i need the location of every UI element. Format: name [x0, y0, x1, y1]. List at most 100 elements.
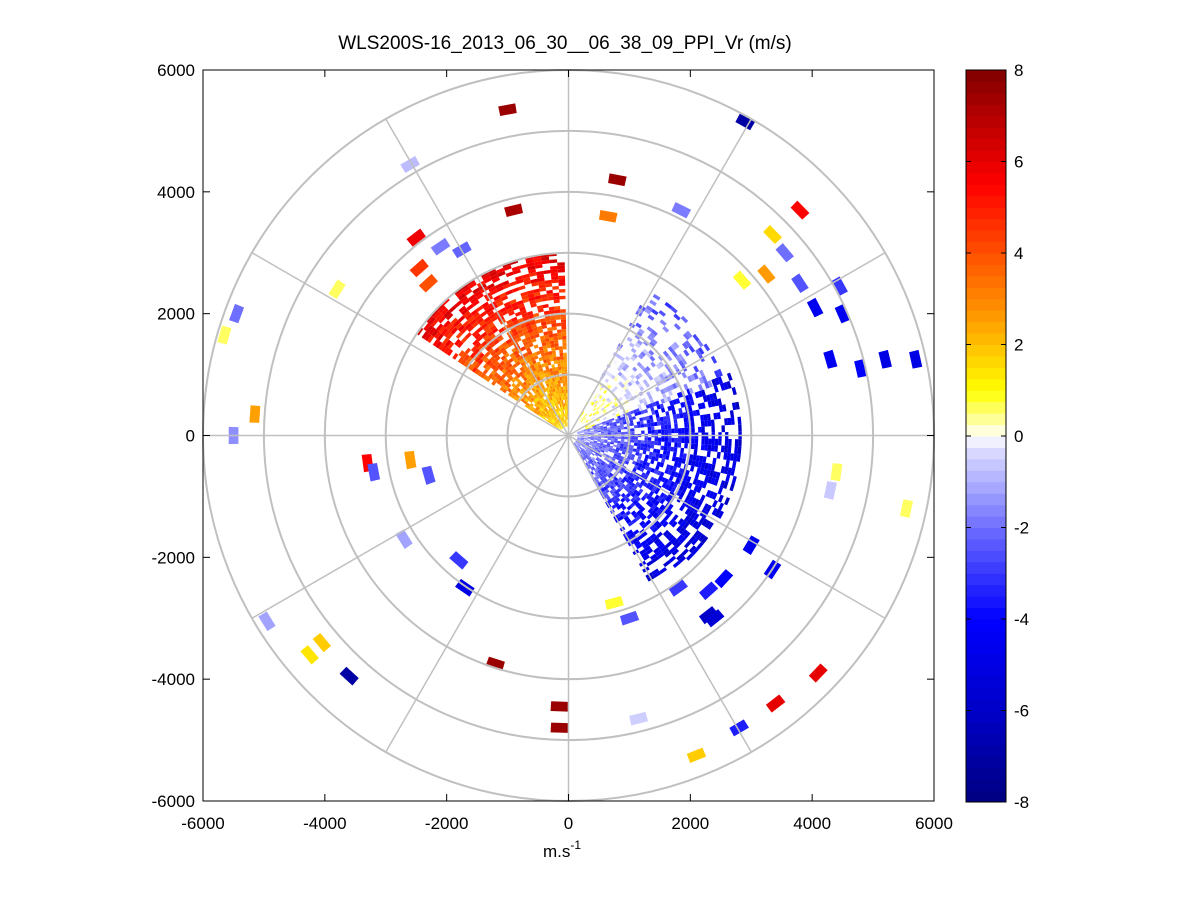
range-gate	[549, 392, 554, 397]
range-gate	[681, 427, 685, 434]
range-gate	[649, 398, 655, 404]
range-gate	[545, 317, 551, 322]
range-gate	[521, 369, 527, 375]
range-gate	[611, 450, 616, 454]
range-gate	[677, 353, 684, 361]
range-gate	[516, 278, 524, 285]
range-gate	[620, 468, 626, 473]
scattered-gate	[229, 303, 245, 324]
range-gate	[455, 322, 463, 330]
range-gate	[670, 306, 678, 314]
range-gate	[702, 468, 708, 476]
range-gate	[651, 487, 657, 493]
range-gate	[666, 385, 672, 392]
range-gate	[509, 352, 516, 358]
range-gate	[471, 330, 479, 337]
range-gate	[556, 412, 559, 416]
range-gate	[701, 462, 706, 469]
range-gate	[737, 446, 742, 455]
range-gate	[596, 461, 601, 465]
range-gate	[551, 411, 555, 415]
range-gate	[602, 469, 607, 474]
range-gate	[702, 395, 708, 403]
range-gate	[663, 514, 670, 522]
range-gate	[585, 427, 589, 430]
range-gate	[704, 444, 709, 451]
range-gate	[617, 460, 622, 465]
range-gate	[584, 431, 588, 434]
range-gate	[644, 440, 648, 445]
range-gate	[668, 518, 675, 526]
range-gate	[599, 463, 604, 468]
range-gate	[636, 331, 643, 338]
range-gate	[561, 410, 564, 414]
range-gate	[471, 299, 480, 307]
range-gate	[611, 492, 617, 497]
range-gate	[627, 453, 632, 457]
range-gate	[564, 423, 566, 427]
range-gate	[645, 519, 652, 526]
range-gate	[635, 380, 640, 386]
range-gate	[607, 436, 612, 439]
range-gate	[578, 442, 582, 446]
range-gate	[560, 414, 563, 418]
range-gate	[566, 423, 568, 427]
range-gate	[548, 389, 552, 394]
range-gate	[527, 390, 532, 396]
range-gate	[555, 426, 559, 429]
range-gate	[592, 456, 596, 461]
range-gate	[483, 277, 492, 284]
range-gate	[625, 510, 631, 516]
colorbar-band	[966, 573, 1006, 586]
scattered-gate	[608, 173, 627, 187]
range-gate	[478, 352, 485, 359]
range-gate	[679, 504, 686, 512]
range-gate	[723, 481, 729, 490]
range-gate	[564, 376, 568, 380]
range-gate	[589, 442, 594, 445]
range-gate	[543, 403, 548, 408]
range-gate	[581, 453, 584, 458]
range-gate	[565, 423, 567, 427]
range-gate	[641, 472, 646, 477]
range-gate	[547, 327, 553, 332]
range-gate	[635, 543, 643, 550]
range-gate	[639, 417, 644, 422]
range-gate	[554, 306, 561, 310]
range-gate	[552, 388, 556, 392]
colorbar-band	[966, 481, 1006, 494]
range-gate	[440, 307, 449, 316]
range-gate	[635, 452, 640, 456]
scattered-gate	[395, 529, 413, 549]
colorbar-band	[966, 561, 1006, 574]
range-gate	[645, 462, 651, 467]
range-gate	[601, 487, 606, 493]
scattered-gate	[705, 609, 725, 628]
range-gate	[614, 436, 618, 439]
range-gate	[660, 445, 665, 451]
range-gate	[468, 281, 477, 289]
range-gate	[600, 439, 605, 441]
range-gate	[482, 334, 490, 341]
range-gate	[560, 417, 563, 422]
range-gate	[664, 483, 670, 490]
range-gate	[656, 375, 662, 381]
range-gate	[635, 374, 641, 381]
range-gate	[693, 372, 699, 380]
range-gate	[691, 537, 699, 546]
range-gate	[603, 444, 607, 447]
range-gate	[560, 396, 564, 401]
range-gate	[598, 447, 602, 450]
range-gate	[558, 289, 566, 293]
range-gate	[700, 389, 706, 397]
range-gate	[591, 401, 595, 406]
range-gate	[543, 310, 550, 315]
range-gate	[642, 379, 648, 385]
range-gate	[629, 419, 634, 424]
range-gate	[552, 418, 556, 422]
range-gate	[677, 442, 682, 448]
range-gate	[588, 450, 593, 454]
range-gate	[602, 408, 606, 413]
colorbar-band	[966, 516, 1006, 528]
range-gate	[611, 404, 616, 409]
